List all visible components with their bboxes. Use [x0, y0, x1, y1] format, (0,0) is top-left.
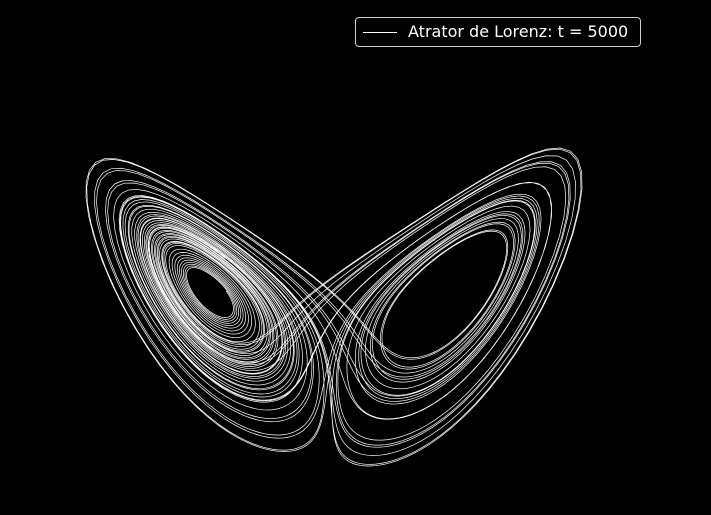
legend-line-swatch: [363, 31, 397, 33]
lorenz-trajectory-line: [85, 147, 583, 467]
legend: Atrator de Lorenz: t = 5000: [355, 17, 641, 47]
legend-label: Atrator de Lorenz: t = 5000: [408, 22, 629, 41]
